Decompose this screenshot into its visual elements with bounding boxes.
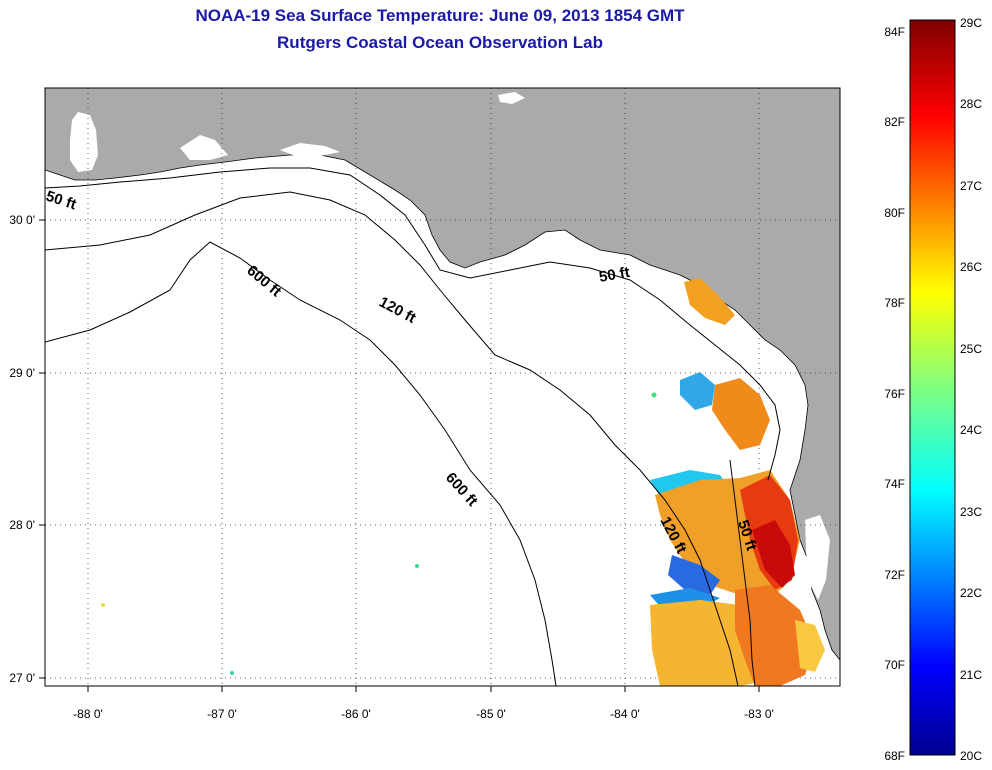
colorbar-c-label: 22C <box>960 586 982 600</box>
contour-label: 50 ft <box>598 264 631 286</box>
colorbar-f-label: 70F <box>884 658 905 672</box>
sst-patch <box>795 620 825 672</box>
land-mass <box>45 88 840 661</box>
map-frame <box>44 87 841 687</box>
sst-patch <box>230 671 234 675</box>
sst-patch <box>680 372 715 410</box>
sst-patch <box>684 278 735 325</box>
lat-tick-label: 30 0' <box>9 213 35 227</box>
colorbar-f-label: 78F <box>884 296 905 310</box>
contour-50ft <box>729 459 756 686</box>
sst-patch <box>668 555 720 595</box>
colorbar-c-labels: 29C 28C 27C 26C 25C 24C 23C 22C 21C 20C <box>960 16 982 763</box>
colorbar-f-label: 68F <box>884 749 905 763</box>
colorbar-f-label: 74F <box>884 477 905 491</box>
lat-labels: 30 0' 29 0' 28 0' 27 0' <box>9 213 35 685</box>
colorbar-c-label: 28C <box>960 97 982 111</box>
map-subtitle: Rutgers Coastal Ocean Observation Lab <box>277 33 603 52</box>
colorbar-f-label: 80F <box>884 206 905 220</box>
lat-tick-label: 27 0' <box>9 671 35 685</box>
sst-data <box>101 278 825 686</box>
colorbar-c-label: 27C <box>960 179 982 193</box>
depth-contours <box>45 167 781 686</box>
contour-600ft <box>45 241 557 686</box>
bay <box>70 112 98 172</box>
lon-tick-label: -84 0' <box>610 707 640 721</box>
bay <box>805 515 830 600</box>
colorbar-f-label: 76F <box>884 387 905 401</box>
colorbar-f-label: 72F <box>884 568 905 582</box>
lake <box>498 92 525 104</box>
colorbar-f-label: 82F <box>884 115 905 129</box>
contour-120ft <box>45 191 739 686</box>
lon-tick-label: -86 0' <box>341 707 371 721</box>
colorbar-f-label: 84F <box>884 25 905 39</box>
colorbar <box>909 19 956 756</box>
lat-tick-label: 28 0' <box>9 518 35 532</box>
sst-patch <box>735 585 815 686</box>
axis-ticks <box>39 219 760 692</box>
lon-labels: -88 0' -87 0' -86 0' -85 0' -84 0' -83 0… <box>73 707 774 721</box>
bay <box>280 143 340 156</box>
lat-tick-label: 29 0' <box>9 366 35 380</box>
colorbar-c-label: 26C <box>960 260 982 274</box>
sst-patch <box>651 392 657 398</box>
colorbar-f-labels: 84F 82F 80F 78F 76F 74F 72F 70F 68F <box>884 25 905 763</box>
bay <box>180 135 228 160</box>
sst-patch <box>752 520 795 588</box>
lon-tick-label: -88 0' <box>73 707 103 721</box>
colorbar-c-label: 29C <box>960 16 982 30</box>
colorbar-c-label: 21C <box>960 668 982 682</box>
sst-patch <box>712 378 770 450</box>
map-title: NOAA-19 Sea Surface Temperature: June 09… <box>195 6 685 25</box>
colorbar-c-label: 24C <box>960 423 982 437</box>
sst-patch <box>415 564 419 568</box>
sst-patch <box>101 603 105 607</box>
colorbar-c-label: 23C <box>960 505 982 519</box>
lon-tick-label: -87 0' <box>207 707 237 721</box>
lon-tick-label: -85 0' <box>476 707 506 721</box>
contour-50ft <box>45 167 781 481</box>
colorbar-c-label: 20C <box>960 749 982 763</box>
colorbar-c-label: 25C <box>960 342 982 356</box>
lon-tick-label: -83 0' <box>744 707 774 721</box>
